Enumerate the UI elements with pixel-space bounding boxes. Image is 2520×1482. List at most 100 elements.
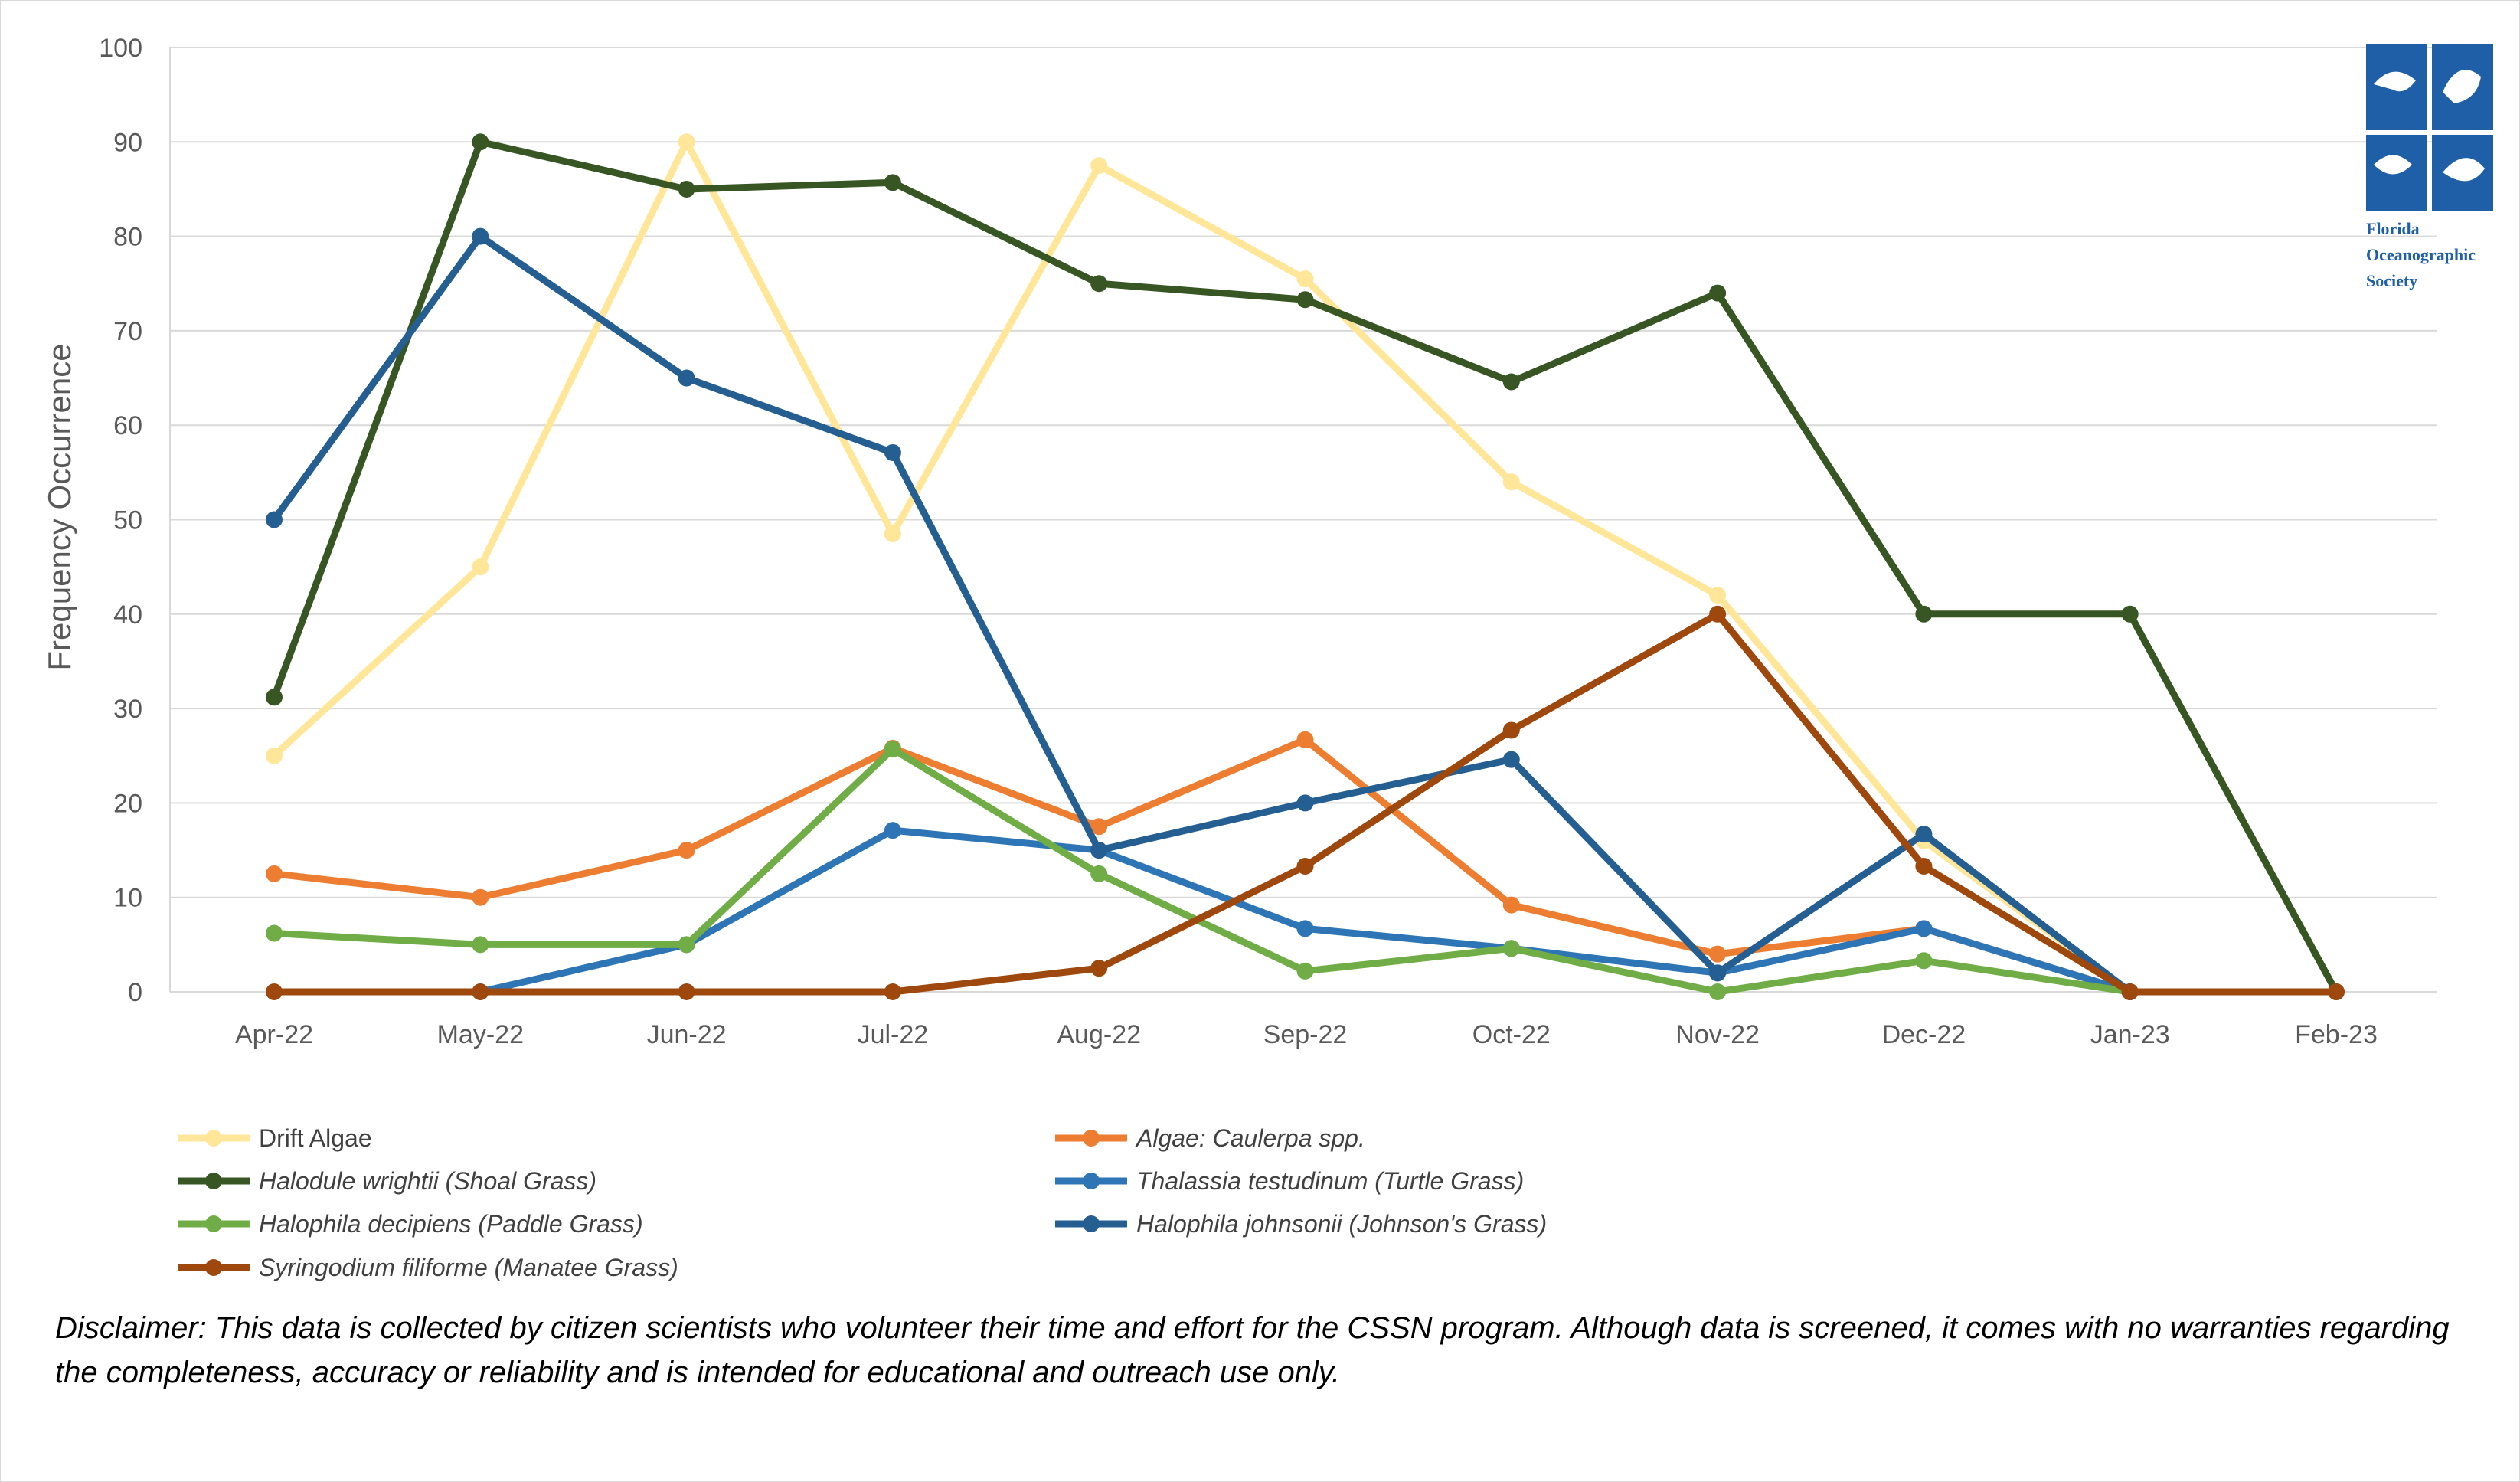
- legend-label: Thalassia testudinum (Turtle Grass): [1136, 1167, 1524, 1195]
- data-point: [1090, 275, 1108, 293]
- legend-item: Halophila johnsonii (Johnson's Grass): [1055, 1210, 1547, 1238]
- legend-item: Algae: Caulerpa spp.: [1055, 1124, 1365, 1152]
- x-tick-label: Jun-22: [647, 1020, 727, 1049]
- x-tick-label: Aug-22: [1057, 1020, 1141, 1049]
- data-point: [1296, 291, 1314, 309]
- legend-point-marker: [205, 1130, 222, 1147]
- data-point: [1502, 751, 1520, 768]
- data-point: [1296, 731, 1314, 748]
- data-point: [1502, 721, 1520, 739]
- data-point: [1915, 858, 1933, 875]
- legend-point-marker: [1083, 1130, 1100, 1147]
- series-lines: [266, 133, 2345, 1000]
- data-point: [884, 443, 901, 461]
- data-point: [472, 133, 489, 151]
- legend-point-marker: [205, 1173, 222, 1189]
- data-point: [266, 511, 283, 528]
- data-point: [678, 936, 695, 954]
- x-tick-label: Nov-22: [1675, 1020, 1760, 1049]
- data-point: [1709, 945, 1727, 963]
- legend-item: Thalassia testudinum (Turtle Grass): [1055, 1167, 1524, 1195]
- gridlines: [169, 47, 2437, 993]
- series-line: [270, 233, 2134, 996]
- legend-point-marker: [1083, 1173, 1100, 1189]
- legend-item: Halodule wrightii (Shoal Grass): [178, 1167, 596, 1195]
- data-point: [1090, 960, 1108, 977]
- legend: Drift Algae Algae: Caulerpa spp. Halodule …: [178, 1124, 1547, 1281]
- legend-item: Syringodium filiforme (Manatee Grass): [178, 1254, 678, 1281]
- y-tick-label: 70: [113, 317, 142, 346]
- series-6: [266, 605, 2345, 1000]
- data-point: [1502, 896, 1520, 914]
- data-point: [2121, 983, 2139, 1000]
- data-point: [678, 842, 695, 859]
- data-point: [266, 865, 283, 882]
- disclaimer-text: Disclaimer: This data is collected by ci…: [55, 1311, 2450, 1389]
- x-tick-label: Jan-23: [2090, 1020, 2170, 1049]
- data-point: [1502, 940, 1520, 957]
- x-tick-label: Apr-22: [235, 1020, 313, 1049]
- series-0: [266, 133, 2139, 1000]
- y-axis-title: Frequency Occurrence: [41, 343, 77, 670]
- legend-item: Halophila decipiens (Paddle Grass): [178, 1210, 643, 1238]
- y-tick-label: 50: [113, 506, 142, 535]
- legend-label: Halodule wrightii (Shoal Grass): [259, 1167, 596, 1195]
- data-point: [266, 689, 283, 706]
- data-point: [472, 227, 489, 245]
- logo-text-line-1: Florida: [2366, 219, 2420, 238]
- series-line: [270, 138, 2134, 996]
- data-point: [884, 174, 901, 191]
- data-point: [2121, 605, 2139, 623]
- y-tick-label: 10: [113, 884, 142, 913]
- data-point: [678, 133, 695, 151]
- data-point: [884, 822, 901, 839]
- data-point: [472, 558, 489, 576]
- data-point: [1090, 865, 1108, 882]
- data-point: [884, 741, 901, 758]
- y-tick-label: 90: [113, 128, 142, 157]
- y-tick-label: 0: [128, 978, 142, 1007]
- data-point: [1915, 952, 1933, 970]
- y-tick-label: 60: [113, 411, 142, 440]
- x-tick-label: Sep-22: [1263, 1020, 1348, 1049]
- legend-point-marker: [1083, 1215, 1100, 1232]
- data-point: [266, 924, 283, 942]
- data-point: [1709, 587, 1727, 604]
- data-point: [1296, 962, 1314, 980]
- x-tick-label: Jul-22: [858, 1020, 929, 1049]
- series-1: [266, 731, 2139, 1000]
- logo-text-line-3: Society: [2366, 271, 2417, 290]
- data-point: [1296, 794, 1314, 812]
- data-point: [472, 936, 489, 954]
- data-point: [678, 369, 695, 387]
- data-point: [1090, 157, 1108, 175]
- data-point: [472, 888, 489, 906]
- x-tick-label: Feb-23: [2295, 1020, 2378, 1049]
- y-tick-label: 30: [113, 695, 142, 724]
- data-point: [1915, 826, 1933, 843]
- y-tick-label: 80: [113, 223, 142, 252]
- legend-item: Drift Algae: [178, 1124, 372, 1152]
- x-tick-label: Dec-22: [1882, 1020, 1966, 1049]
- data-point: [678, 983, 695, 1000]
- legend-label: Halophila johnsonii (Johnson's Grass): [1136, 1210, 1547, 1238]
- data-point: [1296, 858, 1314, 875]
- y-axis-ticks: 0 10 20 30 40 50 60 70 80 90 100: [99, 34, 142, 1007]
- data-point: [1502, 373, 1520, 391]
- data-point: [1090, 818, 1108, 836]
- data-point: [266, 747, 283, 764]
- series-line: [270, 736, 2134, 996]
- series-line: [270, 745, 2134, 996]
- y-tick-label: 100: [99, 34, 142, 63]
- data-point: [472, 983, 489, 1000]
- data-point: [884, 983, 901, 1000]
- data-point: [1915, 605, 1933, 623]
- x-tick-label: May-22: [437, 1020, 524, 1049]
- data-point: [1296, 920, 1314, 937]
- data-point: [1296, 270, 1314, 288]
- legend-label: Halophila decipiens (Paddle Grass): [259, 1210, 643, 1238]
- x-tick-label: Oct-22: [1472, 1020, 1551, 1049]
- legend-label: Syringodium filiforme (Manatee Grass): [259, 1254, 678, 1281]
- legend-point-marker: [205, 1215, 222, 1232]
